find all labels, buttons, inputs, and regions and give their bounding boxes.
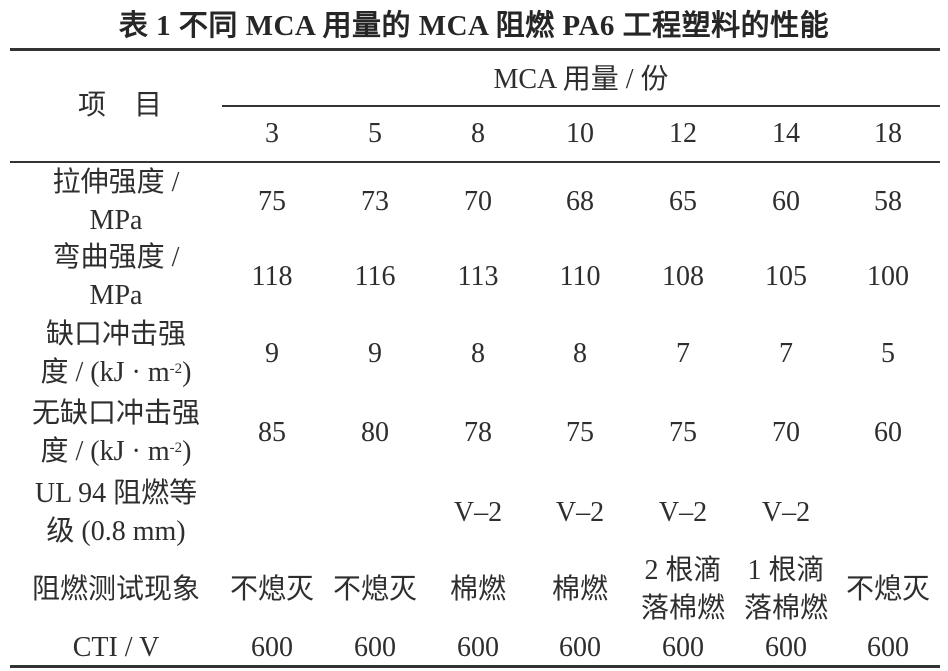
table-cell: 100 [867,261,909,292]
table-cell: V–2 [658,497,708,528]
table-cell: 600 [251,632,293,663]
table-cell: 118 [251,261,293,292]
table-cell: 110 [559,261,601,292]
column-header: 12 [669,118,697,149]
table-cell: V–2 [555,497,605,528]
table-cell: 7 [779,338,793,369]
table-cell: 105 [765,261,807,292]
header-bottom-rule [10,161,940,163]
unit-superscript: -2 [169,440,183,456]
row-label-line2: MPa [10,277,222,315]
table-cell: 600 [457,632,499,663]
table-cell: 70 [772,417,800,448]
row-label: 拉伸强度 / MPa [10,164,222,240]
table-cell: 600 [662,632,704,663]
table-cell: 108 [662,261,704,292]
row-label-line1: 弯曲强度 / [52,242,180,273]
table-cell: 85 [258,417,286,448]
table-cell: 73 [361,186,389,217]
table-cell: 不熄灭 [229,574,314,605]
row-label: UL 94 阻燃等级 (0.8 mm) [10,475,222,551]
row-label-line2: 度 / (kJ · m-2) [10,354,222,392]
table-cell: 600 [354,632,396,663]
table-cell: 70 [464,186,492,217]
column-header: 3 [265,118,279,149]
table-cell: 600 [867,632,909,663]
unit-superscript: -2 [169,361,183,377]
column-header: 18 [874,118,902,149]
table-cell: 8 [573,338,587,369]
row-label: 阻燃测试现象 [10,571,222,609]
row-label-unit: MPa [89,280,143,311]
table-cell: 80 [361,417,389,448]
row-label-line2: MPa [10,202,222,240]
table-cell: 600 [765,632,807,663]
table-cell: 68 [566,186,594,217]
column-header: 14 [772,118,800,149]
table-cell: 60 [874,417,902,448]
table-cell: 1 根滴 落棉燃 [743,555,828,624]
row-label-line1: 阻燃测试现象 [31,574,200,605]
table-cell: 8 [471,338,485,369]
table-cell: 58 [874,186,902,217]
table-cell: 棉燃 [449,574,506,605]
row-label-unit: 度 / (kJ · m [40,357,170,388]
header-item-label: 项 目 [77,90,162,121]
top-rule [10,48,940,51]
header-group-label: MCA 用量 / 份 [493,64,669,95]
unit-tail: ) [182,436,192,467]
table-cell: 棉燃 [551,574,608,605]
table-cell: 75 [669,417,697,448]
table-cell: 75 [566,417,594,448]
table-cell: 5 [881,338,895,369]
table-cell: 65 [669,186,697,217]
table-cell: 不熄灭 [845,574,930,605]
group-sub-rule [222,105,940,107]
table-cell: 600 [559,632,601,663]
column-header: 8 [471,118,485,149]
table-cell: 78 [464,417,492,448]
unit-tail: ) [182,357,192,388]
table-cell: 9 [265,338,279,369]
table-cell: 116 [354,261,396,292]
column-header: 5 [368,118,382,149]
table-cell: V–2 [761,497,811,528]
row-label-line1: 拉伸强度 / [52,167,180,198]
row-label-line1: 缺口冲击强 [45,319,186,350]
table-cell: 113 [457,261,499,292]
row-label-line1: CTI / V [72,632,160,663]
row-label-line2: 级 (0.8 mm) [10,513,222,551]
row-label-line2: 度 / (kJ · m-2) [10,433,222,471]
row-label: 弯曲强度 / MPa [10,239,222,315]
row-label-line1: UL 94 阻燃等 [34,478,198,509]
table-title: 表 1 不同 MCA 用量的 MCA 阻燃 PA6 工程塑料的性能 [118,10,830,42]
row-label-unit: MPa [89,205,143,236]
row-label-line1: 无缺口冲击强 [31,398,200,429]
table-cell: 9 [368,338,382,369]
row-label-unit: 级 (0.8 mm) [46,516,186,547]
row-label: 无缺口冲击强度 / (kJ · m-2) [10,395,222,471]
row-label: 缺口冲击强度 / (kJ · m-2) [10,316,222,392]
table-cell: V–2 [453,497,503,528]
row-label-unit: 度 / (kJ · m [40,436,170,467]
bottom-rule [10,665,940,668]
table-cell: 7 [676,338,690,369]
table-cell: 2 根滴 落棉燃 [640,555,725,624]
table-cell: 60 [772,186,800,217]
row-label: CTI / V [10,629,222,667]
table-cell: 75 [258,186,286,217]
table-cell: 不熄灭 [332,574,417,605]
column-header: 10 [566,118,594,149]
